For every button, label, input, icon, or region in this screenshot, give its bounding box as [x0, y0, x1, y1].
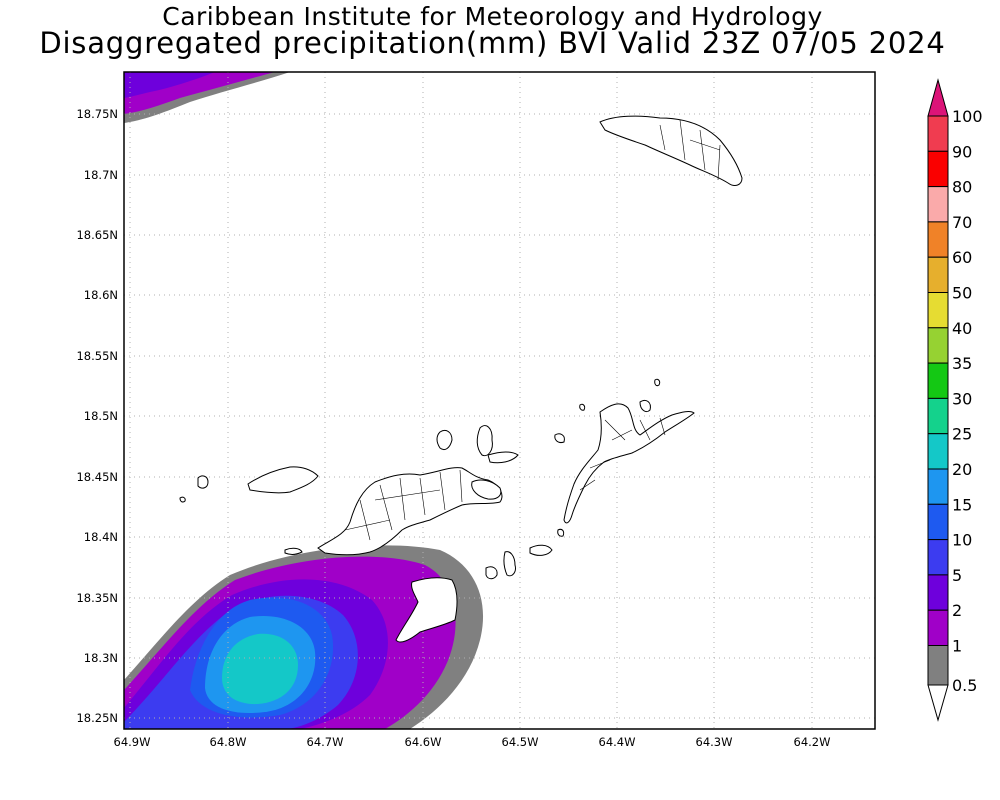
sandy-cay — [179, 496, 186, 503]
guana-island — [476, 425, 493, 457]
legend-swatch — [927, 186, 949, 223]
precip-cluster-south — [124, 545, 484, 729]
legend-label: 20 — [952, 460, 972, 479]
y-tick-label: 18.75N — [76, 107, 118, 121]
y-tick-label: 18.4N — [84, 530, 118, 544]
legend-label: 1 — [952, 637, 962, 656]
legend-swatch — [927, 256, 949, 294]
legend-label: 90 — [952, 142, 972, 161]
legend-arrow-top — [927, 78, 949, 117]
little-jost-islet — [197, 475, 209, 489]
precip-cluster-north — [124, 72, 290, 123]
legend-swatch — [927, 292, 949, 329]
legend-label: 80 — [952, 178, 972, 197]
prickly-pear — [654, 378, 661, 387]
x-tick-label: 64.9W — [114, 735, 151, 749]
legend-label: 40 — [952, 319, 972, 338]
legend-swatch — [927, 150, 949, 188]
ginger-island — [529, 544, 553, 556]
legend-label: 2 — [952, 601, 962, 620]
x-tick-label: 64.7W — [307, 735, 344, 749]
precip-contour-5mm-north — [124, 72, 215, 98]
beef-island — [471, 479, 502, 500]
plot-frame — [123, 71, 876, 730]
x-tick-label: 64.2W — [794, 735, 831, 749]
x-tick-label: 64.3W — [696, 735, 733, 749]
mosquito-islet — [554, 433, 565, 443]
virgin-gorda-island — [563, 403, 695, 524]
legend-label: 30 — [952, 389, 972, 408]
y-tick-label: 18.55N — [76, 349, 118, 363]
anegada-island — [599, 115, 743, 186]
y-tick-label: 18.6N — [84, 288, 118, 302]
legend-swatch — [927, 574, 949, 611]
legend-arrow-bottom — [927, 684, 949, 722]
legend-swatch — [927, 468, 949, 505]
scrub-island — [487, 451, 519, 464]
bvi-islands — [179, 115, 743, 643]
x-axis: 64.9W 64.8W 64.7W 64.6W 64.5W 64.4W 64.3… — [114, 735, 831, 749]
great-camanoe — [436, 429, 453, 451]
legend-label: 0.5 — [952, 676, 977, 695]
legend-swatch — [927, 115, 949, 152]
x-tick-label: 64.4W — [599, 735, 636, 749]
legend-swatch — [927, 221, 949, 258]
eustatia-islet — [579, 403, 586, 411]
precip-contour-25mm — [222, 633, 298, 705]
y-tick-label: 18.25N — [76, 711, 118, 725]
legend-swatch — [927, 609, 949, 647]
legend-swatch — [927, 362, 949, 399]
y-tick-label: 18.35N — [76, 591, 118, 605]
y-tick-label: 18.45N — [76, 470, 118, 484]
y-axis: 18.25N 18.3N 18.35N 18.4N 18.45N 18.5N 1… — [76, 107, 118, 725]
virgin-gorda-parcels — [579, 417, 666, 491]
map-grid — [124, 72, 875, 729]
title-institute: Caribbean Institute for Meteorology and … — [162, 2, 823, 31]
y-tick-label: 18.65N — [76, 228, 118, 242]
legend-labels: 100 90 80 70 60 50 40 35 30 25 20 15 10 … — [952, 107, 983, 695]
color-legend — [927, 78, 949, 722]
jost-van-dyke — [247, 466, 319, 494]
legend-swatch — [927, 433, 949, 470]
legend-label: 15 — [952, 495, 972, 514]
legend-label: 60 — [952, 248, 972, 267]
cooper-island — [503, 551, 516, 577]
salt-island — [485, 566, 498, 580]
y-tick-label: 18.3N — [84, 651, 118, 665]
legend-swatch — [927, 327, 949, 364]
anegada-parcels — [659, 119, 721, 181]
legend-label: 70 — [952, 213, 972, 232]
y-tick-label: 18.5N — [84, 409, 118, 423]
peter-island — [284, 547, 303, 555]
x-tick-label: 64.5W — [502, 735, 539, 749]
tortola-parcels — [344, 469, 463, 541]
fallen-jerusalem — [557, 528, 565, 537]
legend-label: 10 — [952, 531, 972, 550]
legend-label: 25 — [952, 425, 972, 444]
x-tick-label: 64.6W — [405, 735, 442, 749]
legend-swatch — [927, 503, 949, 541]
title-product: Disaggregated precipitation(mm) BVI Vali… — [39, 26, 946, 60]
legend-label: 35 — [952, 354, 972, 373]
legend-swatch — [927, 397, 949, 435]
legend-label: 50 — [952, 284, 972, 303]
legend-label: 5 — [952, 566, 962, 585]
legend-label: 100 — [952, 107, 983, 126]
y-tick-label: 18.7N — [84, 168, 118, 182]
legend-swatch — [927, 645, 949, 686]
x-tick-label: 64.8W — [210, 735, 247, 749]
necker-island — [639, 399, 651, 413]
norman-island-group — [395, 577, 458, 643]
legend-swatch — [927, 539, 949, 576]
